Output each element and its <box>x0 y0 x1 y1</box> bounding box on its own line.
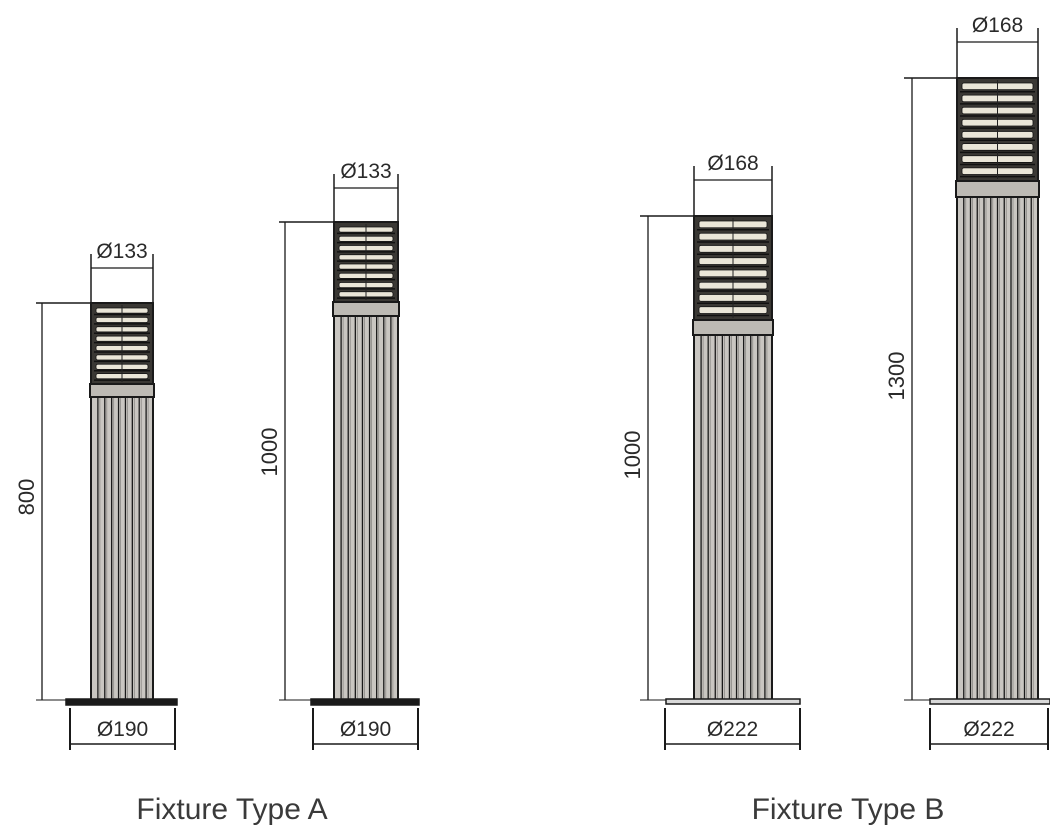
height-label: 1000 <box>257 428 282 477</box>
bollard-base-plate <box>310 698 420 706</box>
bollard-collar <box>692 319 774 336</box>
bollard-collar <box>332 301 400 317</box>
base-diameter-label: Ø190 <box>97 718 148 741</box>
head-diameter-label: Ø133 <box>96 240 147 263</box>
head-diameter-label: Ø168 <box>972 14 1023 37</box>
caption-fixture-type-a: Fixture Type A <box>136 793 328 826</box>
bollard-base-plate <box>65 698 178 706</box>
height-label: 1000 <box>620 431 645 480</box>
bollard-shaft <box>90 396 154 701</box>
base-diameter-label: Ø222 <box>707 718 758 741</box>
height-label: 800 <box>14 479 39 516</box>
bollard-base-plate <box>665 698 801 705</box>
bollard-base-plate <box>929 698 1050 705</box>
bollard-shaft <box>333 315 399 701</box>
bollard-collar <box>89 383 155 398</box>
head-diameter-label: Ø133 <box>340 160 391 183</box>
bollard-collar <box>955 180 1040 198</box>
bollard-fixture-1: 800 Ø133 Ø190 <box>14 240 178 750</box>
bollard-shaft <box>693 334 773 701</box>
bollard-fixture-4: 1300 Ø168 Ø222 <box>884 14 1050 750</box>
bollard-fixture-3: 1000 Ø168 Ø222 <box>620 152 801 750</box>
bollard-fixture-2: 1000 Ø133 Ø190 <box>257 160 420 750</box>
base-diameter-label: Ø190 <box>340 718 391 741</box>
base-diameter-label: Ø222 <box>963 718 1014 741</box>
head-diameter-label: Ø168 <box>707 152 758 175</box>
caption-fixture-type-b: Fixture Type B <box>751 793 945 826</box>
height-label: 1300 <box>884 352 909 401</box>
